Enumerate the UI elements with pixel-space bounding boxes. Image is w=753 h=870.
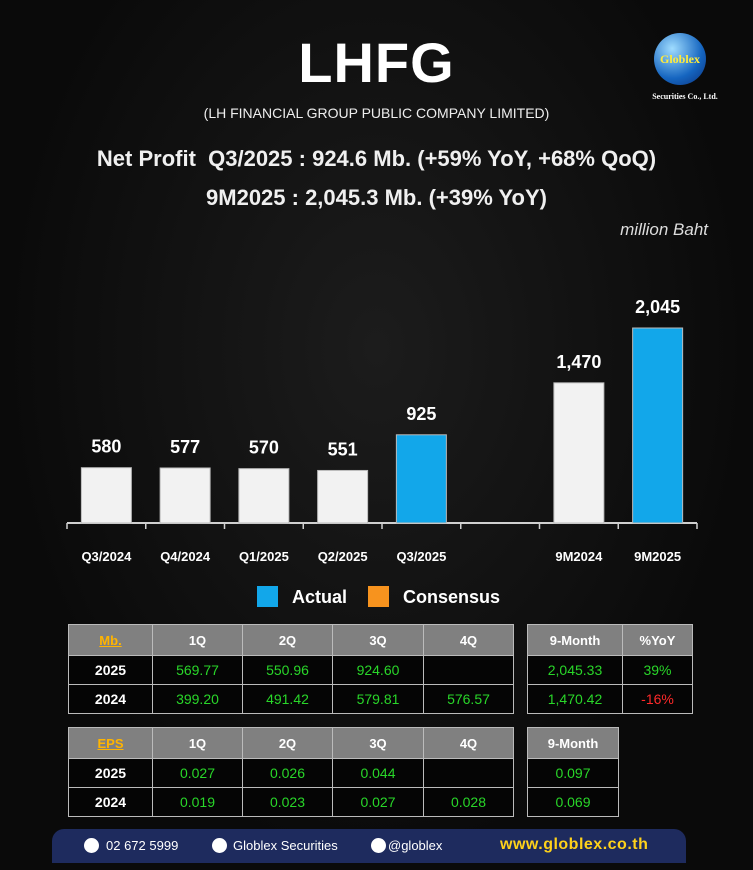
bar: [632, 327, 684, 524]
facebook-icon: [212, 838, 227, 853]
value-label: 925: [406, 404, 436, 424]
table-cell: 0.044: [332, 758, 424, 788]
table-cell: 924.60: [332, 655, 424, 685]
headline: 9M2025 : 2,045.3 Mb. (+39% YoY): [206, 185, 547, 210]
table-cell: 550.96: [242, 655, 333, 685]
table-cell: 0.028: [423, 787, 514, 817]
table-cell: 0.069: [527, 787, 619, 817]
x-tick-label: 9M2025: [634, 549, 681, 564]
headline: Net Profit Q3/2025 : 924.6 Mb. (+59% YoY…: [96, 146, 657, 171]
table-cell: [423, 655, 514, 685]
legend-label: Actual: [292, 587, 347, 607]
value-label: 2,045: [635, 297, 680, 317]
data-table: Mb. 1Q 2Q 3Q 4Q 2025 569.77 550.96 924.60 2024 399…: [68, 624, 514, 714]
value-label: 551: [328, 439, 358, 459]
value-label: 1,470: [556, 352, 601, 372]
table-cell: -16%: [622, 684, 693, 714]
data-table: EPS 1Q 2Q 3Q 4Q 2025 0.027 0.026 0.044 2024 0.019 0…: [68, 727, 514, 817]
legend-swatch: [257, 586, 278, 607]
table-cell: 491.42: [242, 684, 333, 714]
value-label: 570: [249, 438, 279, 458]
data-table: 9-Month %YoY 2,045.33 39% 1,470.42 -16%: [527, 624, 693, 714]
logo: Globlex: [654, 33, 706, 85]
title: LHFG: [298, 31, 455, 94]
unit-label: million Baht: [620, 220, 708, 239]
header-cell: 4Q: [423, 624, 514, 656]
table-cell: 0.023: [242, 787, 333, 817]
bar: [159, 467, 211, 524]
bar: [80, 467, 132, 524]
value-label: 580: [91, 437, 121, 457]
header-cell: %YoY: [622, 624, 693, 656]
footer: 02 672 5999 Globlex Securities @globlex …: [52, 829, 686, 863]
x-tick-label: Q3/2024: [81, 549, 132, 564]
header-cell: 9-Month: [527, 624, 623, 656]
table-cell: 39%: [622, 655, 693, 685]
header-cell: 3Q: [332, 727, 424, 759]
phone-icon: [84, 838, 99, 853]
data-table: 9-Month 0.097 0.069: [527, 727, 619, 817]
table-cell: 2025: [68, 655, 153, 685]
value-label: 577: [170, 437, 200, 457]
legend-swatch: [368, 586, 389, 607]
bar: [238, 468, 290, 524]
table-cell: 0.027: [152, 758, 243, 788]
phone: 02 672 5999: [106, 838, 179, 853]
legend-label: Consensus: [403, 587, 500, 607]
table-cell: 0.026: [242, 758, 333, 788]
website[interactable]: www.globlex.co.th: [500, 836, 649, 853]
table-cell: 1,470.42: [527, 684, 623, 714]
x-tick-label: Q1/2025: [239, 549, 289, 564]
header-cell: 3Q: [332, 624, 424, 656]
table-cell: 569.77: [152, 655, 243, 685]
line-icon: [371, 838, 386, 853]
x-tick-label: Q3/2025: [396, 549, 446, 564]
bar: [553, 382, 605, 524]
table-cell: 399.20: [152, 684, 243, 714]
bar: [395, 434, 447, 524]
x-tick-label: Q4/2024: [160, 549, 211, 564]
bar-chart: Q3/2024 580 Q4/2024 577 Q1/2025 570 Q2/2025 551…: [66, 297, 698, 607]
table-cell: 576.57: [423, 684, 514, 714]
table-cell: 0.019: [152, 787, 243, 817]
logo-tagline: Securities Co., Ltd.: [652, 92, 718, 101]
header-cell: 2Q: [242, 624, 333, 656]
bar: [317, 469, 369, 524]
header-cell: Mb.: [68, 624, 153, 656]
header-cell: 1Q: [152, 624, 243, 656]
table-cell: 0.027: [332, 787, 424, 817]
header-cell: 1Q: [152, 727, 243, 759]
table-cell: 2024: [68, 787, 153, 817]
header-cell: 2Q: [242, 727, 333, 759]
header-cell: 4Q: [423, 727, 514, 759]
table-cell: 2024: [68, 684, 153, 714]
table-cell: 2025: [68, 758, 153, 788]
line-id: @globlex: [388, 838, 443, 853]
table-cell: [423, 758, 514, 788]
facebook: Globlex Securities: [233, 838, 338, 853]
table-cell: 0.097: [527, 758, 619, 788]
header-cell: EPS: [68, 727, 153, 759]
x-tick-label: Q2/2025: [318, 549, 368, 564]
x-tick-label: 9M2024: [555, 549, 603, 564]
table-cell: 2,045.33: [527, 655, 623, 685]
header-cell: 9-Month: [527, 727, 619, 759]
table-cell: 579.81: [332, 684, 424, 714]
subtitle: (LH FINANCIAL GROUP PUBLIC COMPANY LIMIT…: [203, 105, 550, 121]
